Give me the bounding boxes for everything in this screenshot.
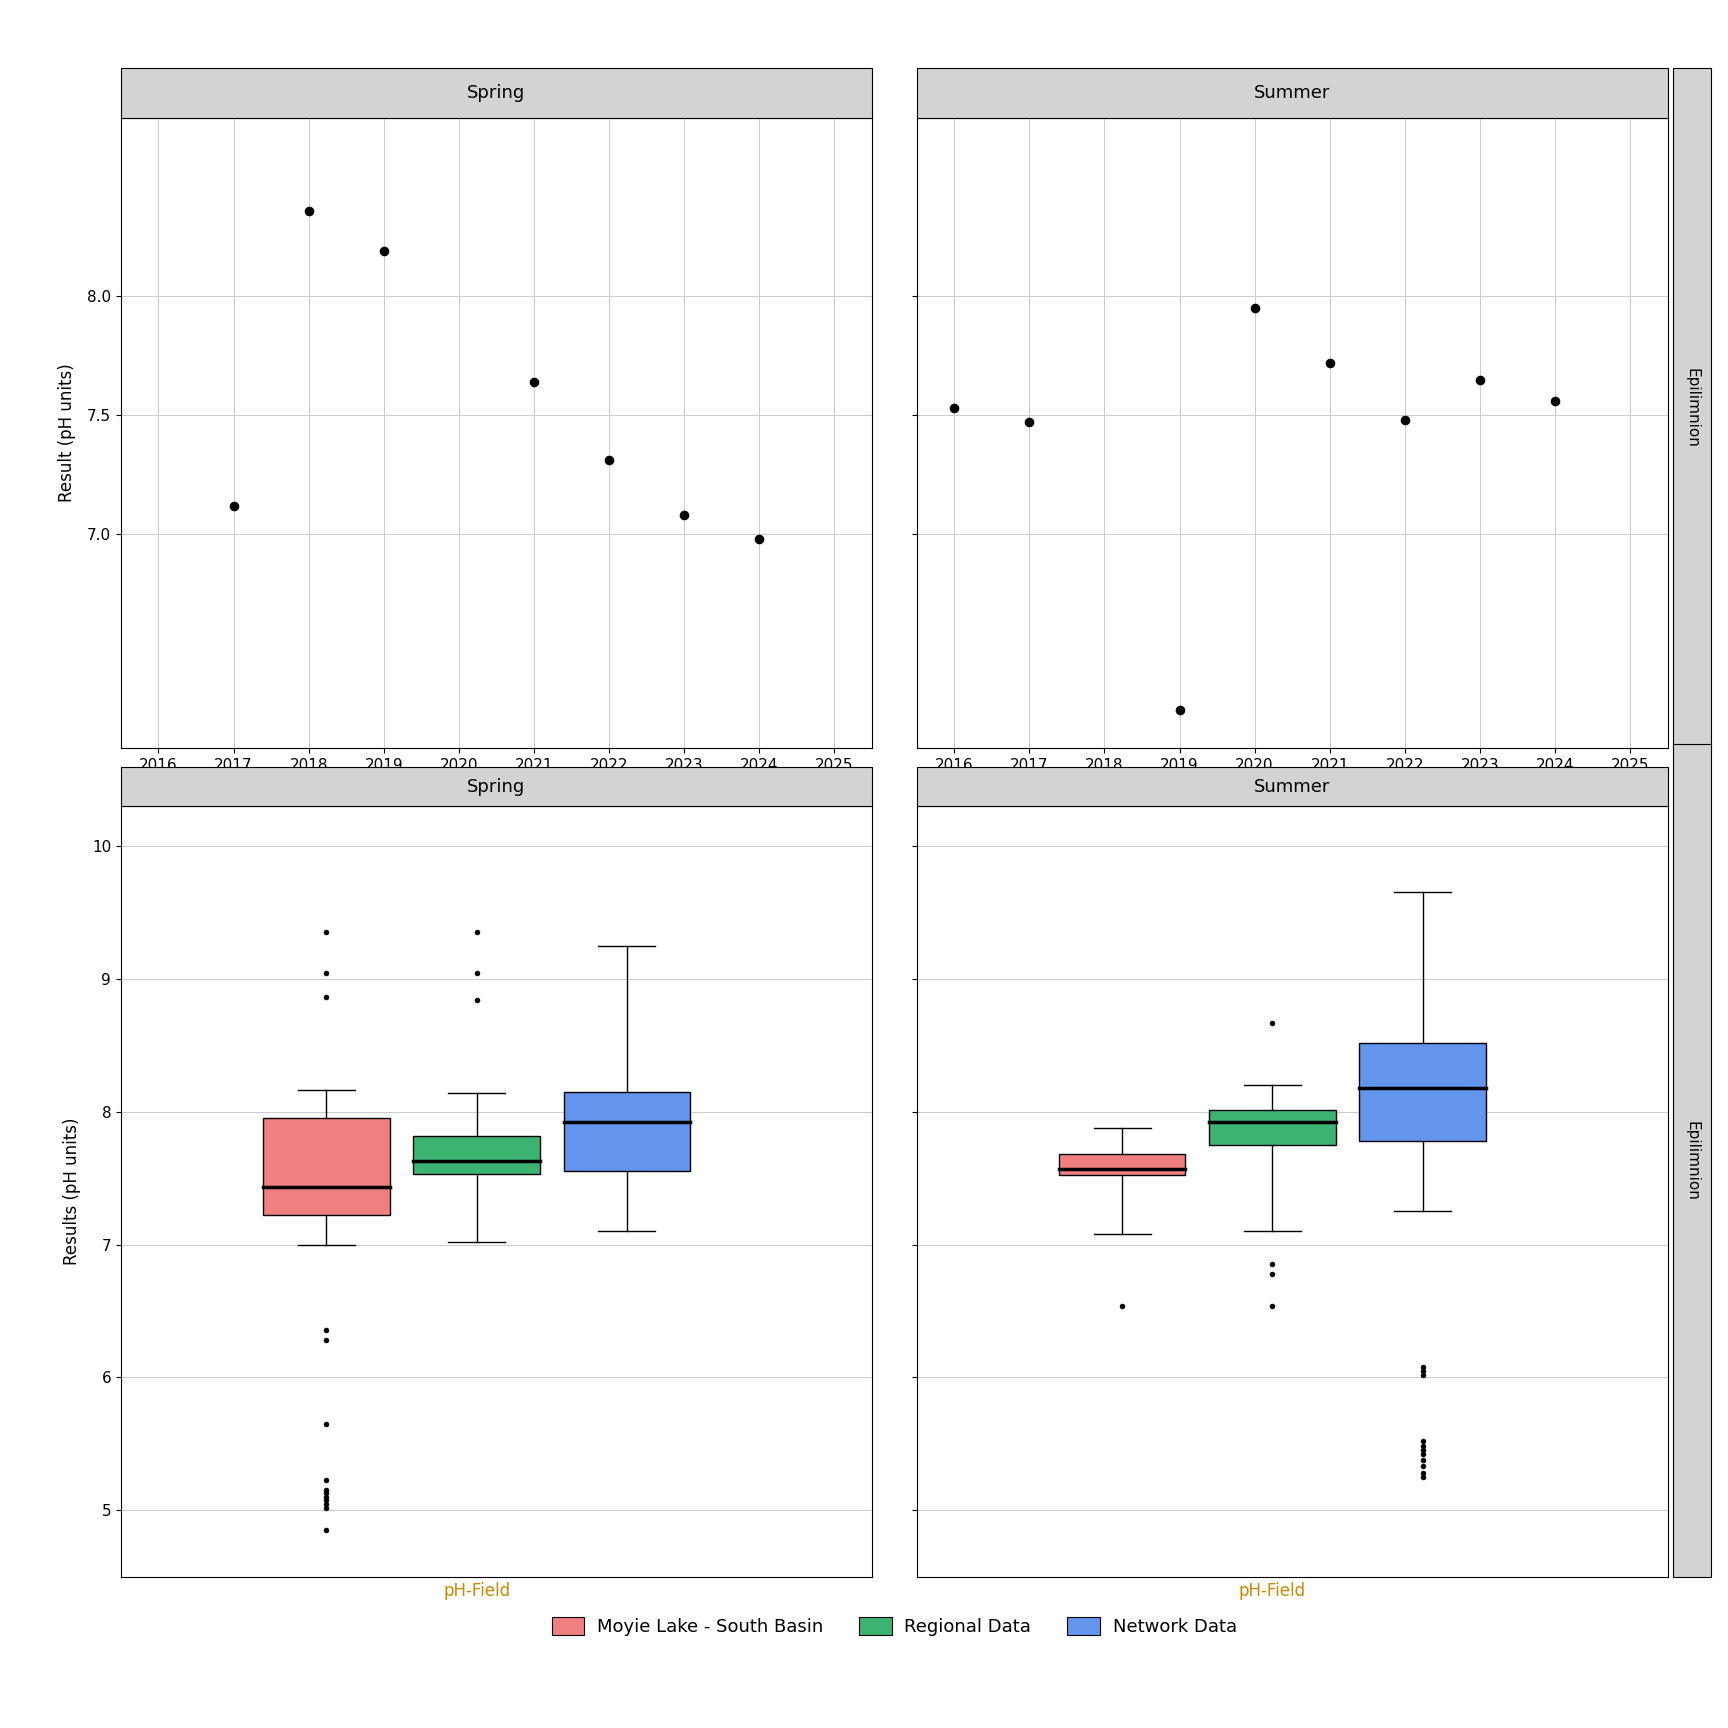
- Point: [1541, 387, 1569, 415]
- Bar: [121, 767, 871, 805]
- Point: [745, 525, 772, 553]
- Point: [313, 1490, 340, 1517]
- Text: Spring: Spring: [467, 778, 525, 795]
- Bar: [413, 1135, 539, 1173]
- Point: [313, 918, 340, 945]
- Point: [1258, 1009, 1286, 1037]
- Point: [370, 237, 397, 264]
- Point: [313, 1410, 340, 1438]
- Text: pH-Field: pH-Field: [121, 90, 264, 118]
- Point: [520, 368, 548, 396]
- Bar: [918, 767, 1668, 805]
- Point: [313, 1327, 340, 1355]
- Point: [1465, 366, 1493, 394]
- Point: [313, 1483, 340, 1510]
- Point: [1315, 349, 1343, 377]
- Point: [1258, 1293, 1286, 1320]
- Y-axis label: Results (pH units): Results (pH units): [62, 1118, 81, 1265]
- Point: [313, 1493, 340, 1521]
- Bar: [263, 1118, 389, 1215]
- Point: [313, 983, 340, 1011]
- Point: [219, 492, 247, 520]
- Point: [295, 197, 323, 225]
- Legend: Moyie Lake - South Basin, Regional Data, Network Data: Moyie Lake - South Basin, Regional Data,…: [544, 1609, 1244, 1643]
- Point: [313, 1465, 340, 1493]
- Point: [1408, 1458, 1436, 1486]
- Point: [1408, 1441, 1436, 1469]
- Point: [1241, 294, 1268, 321]
- Point: [313, 1479, 340, 1507]
- Point: [940, 394, 968, 422]
- Point: [1408, 1446, 1436, 1474]
- Point: [463, 918, 491, 945]
- Point: [1258, 1251, 1286, 1279]
- Point: [313, 1476, 340, 1503]
- Text: Comparison with Network Data: Comparison with Network Data: [121, 778, 657, 805]
- Bar: [121, 67, 871, 118]
- Point: [463, 959, 491, 987]
- Point: [1408, 1433, 1436, 1460]
- Point: [1408, 1436, 1436, 1464]
- Point: [1408, 1362, 1436, 1389]
- Point: [670, 501, 698, 529]
- Point: [1408, 1356, 1436, 1384]
- Point: [1408, 1453, 1436, 1481]
- Point: [463, 987, 491, 1014]
- Y-axis label: Result (pH units): Result (pH units): [59, 363, 76, 503]
- Bar: [563, 1092, 689, 1172]
- Point: [1408, 1427, 1436, 1455]
- Point: [1391, 406, 1419, 434]
- Point: [594, 446, 622, 473]
- Point: [1258, 1260, 1286, 1287]
- Point: [1408, 1464, 1436, 1491]
- Text: Summer: Summer: [1255, 778, 1331, 795]
- Point: [313, 1315, 340, 1343]
- Text: Spring: Spring: [467, 85, 525, 102]
- Point: [313, 1517, 340, 1545]
- Text: Summer: Summer: [1255, 85, 1331, 102]
- Point: [313, 959, 340, 987]
- Point: [1166, 696, 1194, 724]
- Bar: [1210, 1111, 1336, 1146]
- Text: Epilimnion: Epilimnion: [1685, 368, 1699, 448]
- Point: [1016, 408, 1044, 435]
- Bar: [1059, 1154, 1185, 1175]
- Text: Epilimnion: Epilimnion: [1685, 1120, 1699, 1201]
- Point: [1108, 1293, 1135, 1320]
- Point: [313, 1486, 340, 1514]
- Point: [1408, 1353, 1436, 1381]
- Bar: [918, 67, 1668, 118]
- Bar: [1360, 1042, 1486, 1140]
